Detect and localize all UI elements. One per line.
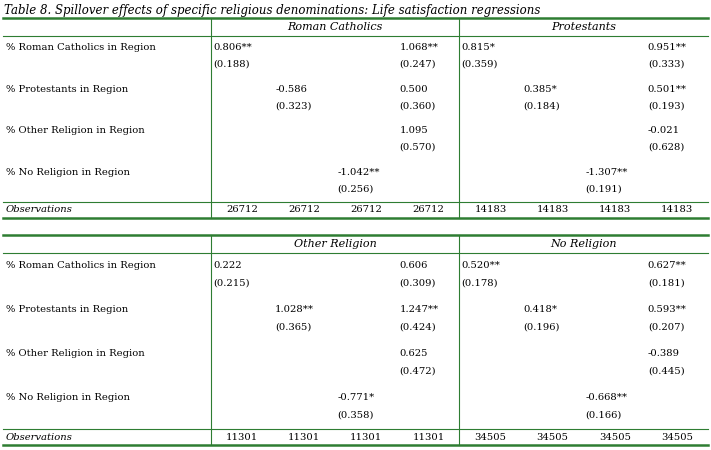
Text: (0.193): (0.193) <box>648 101 685 110</box>
Text: % Roman Catholics in Region: % Roman Catholics in Region <box>6 43 156 52</box>
Text: -0.668**: -0.668** <box>586 393 628 402</box>
Text: 0.806**: 0.806** <box>213 43 252 52</box>
Text: 0.625: 0.625 <box>400 349 428 358</box>
Text: 14183: 14183 <box>661 206 693 215</box>
Text: 1.028**: 1.028** <box>275 305 314 314</box>
Text: Observations: Observations <box>6 206 73 215</box>
Text: -0.771*: -0.771* <box>337 393 375 402</box>
Text: 0.520**: 0.520** <box>461 261 501 270</box>
Text: % Protestants in Region: % Protestants in Region <box>6 85 128 94</box>
Text: (0.445): (0.445) <box>648 366 685 375</box>
Text: % Other Religion in Region: % Other Religion in Region <box>6 126 145 135</box>
Text: % Protestants in Region: % Protestants in Region <box>6 305 128 314</box>
Text: Roman Catholics: Roman Catholics <box>287 22 383 32</box>
Text: 26712: 26712 <box>412 206 444 215</box>
Text: 0.606: 0.606 <box>400 261 428 270</box>
Text: (0.181): (0.181) <box>648 279 685 288</box>
Text: 0.501**: 0.501** <box>648 85 687 94</box>
Text: (0.184): (0.184) <box>523 101 560 110</box>
Text: (0.178): (0.178) <box>461 279 498 288</box>
Text: 11301: 11301 <box>226 432 258 441</box>
Text: -0.586: -0.586 <box>275 85 307 94</box>
Text: (0.424): (0.424) <box>400 322 436 331</box>
Text: (0.166): (0.166) <box>586 410 622 419</box>
Text: (0.309): (0.309) <box>400 279 436 288</box>
Text: 1.068**: 1.068** <box>400 43 438 52</box>
Text: 0.951**: 0.951** <box>648 43 687 52</box>
Text: (0.207): (0.207) <box>648 322 685 331</box>
Text: 26712: 26712 <box>226 206 258 215</box>
Text: % Roman Catholics in Region: % Roman Catholics in Region <box>6 261 156 270</box>
Text: 0.222: 0.222 <box>213 261 242 270</box>
Text: 14183: 14183 <box>537 206 569 215</box>
Text: 0.500: 0.500 <box>400 85 428 94</box>
Text: % Other Religion in Region: % Other Religion in Region <box>6 349 145 358</box>
Text: (0.333): (0.333) <box>648 60 685 69</box>
Text: (0.628): (0.628) <box>648 143 684 152</box>
Text: (0.570): (0.570) <box>400 143 436 152</box>
Text: Observations: Observations <box>6 432 73 441</box>
Text: 34505: 34505 <box>599 432 631 441</box>
Text: -1.042**: -1.042** <box>337 167 380 176</box>
Text: 0.418*: 0.418* <box>523 305 557 314</box>
Text: 34505: 34505 <box>474 432 506 441</box>
Text: % No Religion in Region: % No Religion in Region <box>6 393 130 402</box>
Text: -0.021: -0.021 <box>648 126 680 135</box>
Text: (0.256): (0.256) <box>337 184 373 193</box>
Text: 34505: 34505 <box>661 432 693 441</box>
Text: 1.095: 1.095 <box>400 126 428 135</box>
Text: (0.323): (0.323) <box>275 101 311 110</box>
Text: (0.247): (0.247) <box>400 60 436 69</box>
Text: (0.360): (0.360) <box>400 101 436 110</box>
Text: No Religion: No Religion <box>550 239 617 249</box>
Text: 0.627**: 0.627** <box>648 261 687 270</box>
Text: 14183: 14183 <box>474 206 507 215</box>
Text: (0.215): (0.215) <box>213 279 250 288</box>
Text: 11301: 11301 <box>351 432 383 441</box>
Text: 26712: 26712 <box>288 206 320 215</box>
Text: 0.593**: 0.593** <box>648 305 687 314</box>
Text: (0.191): (0.191) <box>586 184 623 193</box>
Text: 0.815*: 0.815* <box>461 43 496 52</box>
Text: (0.365): (0.365) <box>275 322 311 331</box>
Text: (0.359): (0.359) <box>461 60 498 69</box>
Text: (0.188): (0.188) <box>213 60 250 69</box>
Text: 0.385*: 0.385* <box>523 85 557 94</box>
Text: 11301: 11301 <box>288 432 320 441</box>
Text: 26712: 26712 <box>351 206 383 215</box>
Text: 34505: 34505 <box>537 432 569 441</box>
Text: -0.389: -0.389 <box>648 349 680 358</box>
Text: 11301: 11301 <box>412 432 444 441</box>
Text: (0.196): (0.196) <box>523 322 560 331</box>
Text: 1.247**: 1.247** <box>400 305 439 314</box>
Text: Table 8. Spillover effects of specific religious denominations: Life satisfactio: Table 8. Spillover effects of specific r… <box>4 4 540 17</box>
Text: 14183: 14183 <box>599 206 631 215</box>
Text: (0.358): (0.358) <box>337 410 374 419</box>
Text: -1.307**: -1.307** <box>586 167 628 176</box>
Text: % No Religion in Region: % No Religion in Region <box>6 167 130 176</box>
Text: Protestants: Protestants <box>551 22 616 32</box>
Text: Other Religion: Other Religion <box>294 239 377 249</box>
Text: (0.472): (0.472) <box>400 366 436 375</box>
